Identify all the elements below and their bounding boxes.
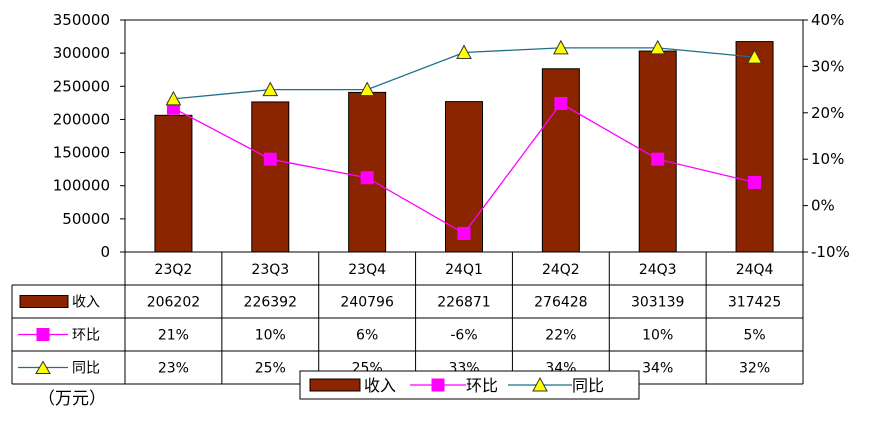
bar-revenue	[735, 41, 774, 253]
table-key-marker	[36, 328, 50, 341]
right-tick-label: 20%	[811, 104, 844, 122]
point-yoy	[746, 49, 763, 64]
table-cell: 240796	[340, 295, 394, 311]
table-cell: 206202	[147, 295, 200, 311]
legend-key-bar	[309, 378, 361, 392]
point-qoq	[360, 171, 374, 185]
category-label: 23Q2	[155, 262, 193, 278]
table-series-name: 同比	[72, 361, 100, 377]
category-label: 23Q3	[251, 262, 289, 278]
right-tick-label: 0%	[811, 197, 835, 215]
right-tick-label: 10%	[811, 150, 844, 168]
table-cell: 226392	[244, 295, 297, 311]
point-yoy	[456, 44, 472, 59]
table-cell: 10%	[642, 328, 673, 344]
point-yoy	[553, 39, 569, 55]
legend-label: 收入	[364, 376, 396, 395]
point-qoq	[554, 97, 568, 111]
point-qoq	[748, 175, 762, 189]
table-cell: 303139	[631, 295, 684, 311]
point-qoq	[263, 152, 277, 166]
category-label: 24Q2	[542, 262, 580, 278]
left-tick-label: 250000	[53, 77, 110, 95]
left-tick-label: 150000	[53, 144, 110, 162]
table-cell: 25%	[255, 361, 286, 377]
point-qoq	[651, 152, 665, 166]
table-cell: 276428	[534, 295, 587, 311]
left-tick-label: 350000	[53, 11, 110, 29]
table-cell: 226871	[437, 295, 490, 311]
left-tick-label: 50000	[62, 210, 110, 228]
point-qoq	[457, 226, 471, 240]
legend-label: 同比	[572, 376, 604, 395]
category-label: 24Q4	[736, 262, 774, 278]
category-label: 24Q1	[445, 262, 483, 278]
table-cell: 317425	[728, 295, 781, 311]
legend-key-marker	[532, 376, 548, 392]
table-cell: 6%	[356, 328, 378, 344]
point-yoy	[359, 81, 375, 97]
point-yoy	[262, 81, 279, 97]
table-cell: 34%	[642, 361, 673, 377]
right-tick-label: 40%	[811, 11, 844, 29]
left-tick-label: 200000	[53, 110, 110, 128]
table-cell: 23%	[158, 361, 189, 377]
legend-label: 环比	[466, 376, 498, 395]
table-series-name: 收入	[72, 295, 100, 311]
table-key-marker	[35, 360, 51, 374]
legend-key-marker	[431, 378, 445, 392]
right-tick-label: 30%	[811, 57, 844, 75]
left-tick-label: 0	[100, 243, 110, 261]
table-key-bar	[19, 295, 69, 308]
point-yoy	[165, 90, 182, 106]
table-cell: 32%	[739, 361, 770, 377]
bar-revenue	[251, 101, 290, 253]
left-tick-label: 100000	[53, 177, 110, 195]
table-series-name: 环比	[72, 328, 100, 344]
point-yoy	[649, 39, 666, 55]
table-cell: 21%	[158, 328, 189, 344]
left-tick-label: 300000	[53, 44, 110, 62]
table-cell: 5%	[743, 328, 765, 344]
category-label: 24Q3	[639, 262, 677, 278]
table-cell: 10%	[255, 328, 286, 344]
table-cell: -6%	[450, 328, 477, 344]
bar-revenue	[541, 68, 580, 253]
category-label: 23Q4	[348, 262, 386, 278]
unit-label: （万元）	[38, 389, 106, 409]
table-cell: 22%	[545, 328, 576, 344]
right-tick-label: -10%	[811, 243, 850, 261]
bar-revenue	[154, 114, 193, 253]
